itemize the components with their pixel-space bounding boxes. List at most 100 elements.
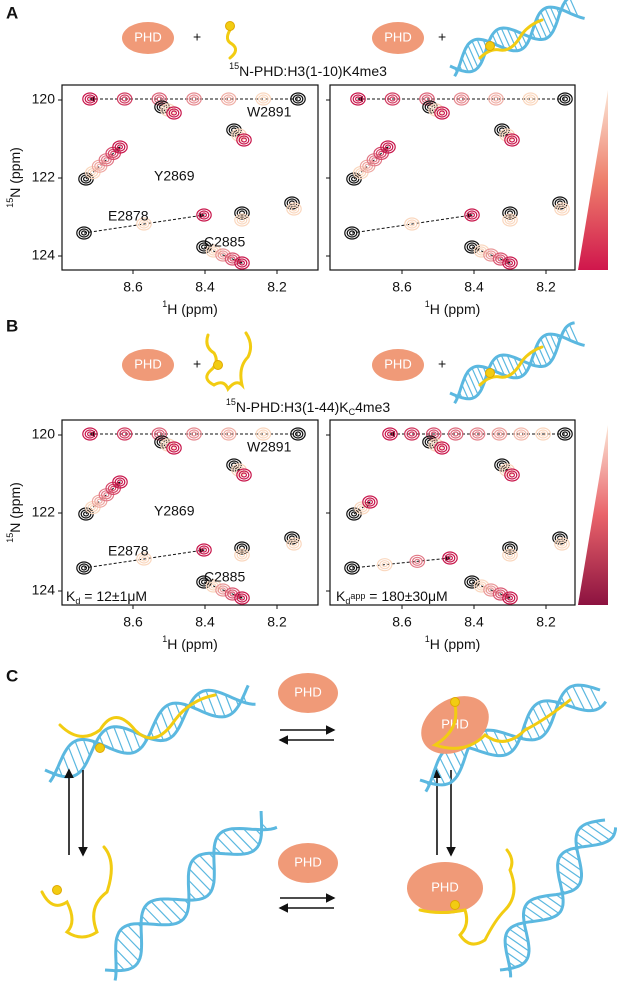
dna-rung: [506, 28, 518, 51]
dna-rung: [476, 366, 485, 383]
x-axis-label-part: 1: [425, 634, 430, 644]
x-tick-label: 8.2: [536, 614, 556, 630]
peak-contour: [236, 468, 252, 482]
peak-contour: [404, 427, 420, 441]
peak-contour: [234, 213, 250, 227]
peak-contour: [507, 545, 514, 551]
x-axis-label-part: 1: [162, 634, 167, 644]
peak-contour: [502, 256, 518, 270]
dna-rung: [171, 898, 187, 915]
peak-contour: [166, 441, 182, 455]
peak-contour: [488, 587, 495, 593]
x-axis-label-part: 1: [162, 299, 167, 309]
dna-rung: [160, 711, 172, 738]
dna-rung: [464, 377, 475, 399]
peak-contour: [385, 144, 392, 150]
dna-rung: [579, 827, 603, 844]
shift-arrow: [85, 481, 121, 515]
peak-contour: [201, 212, 208, 218]
dna-rung: [576, 833, 594, 846]
peak-contour: [513, 427, 530, 441]
plus: +: [438, 29, 446, 45]
dna-rung: [122, 727, 134, 754]
dna-rung: [544, 8, 555, 30]
panel-title-part: 4me3: [355, 399, 390, 415]
peak-contour: [201, 547, 208, 553]
peak-contour: [80, 565, 87, 571]
methyl-lysine: [485, 368, 495, 378]
peak-contour: [223, 429, 235, 439]
y-tick-label: 124: [32, 582, 56, 598]
peak-contour: [408, 431, 415, 437]
dna-rung: [216, 837, 234, 855]
peak-contour: [288, 539, 300, 549]
peak-contour: [236, 258, 248, 268]
dna-rung: [113, 726, 125, 754]
peak-contour: [234, 541, 250, 555]
peak-contour: [234, 256, 250, 270]
y-axis-label: 15N (ppm): [5, 482, 22, 543]
peak-contour: [82, 176, 89, 182]
peak-contour: [371, 157, 378, 163]
dna-strand: [419, 683, 601, 787]
peak-contour: [186, 427, 202, 441]
peak-contour: [241, 137, 248, 143]
peak-contour: [96, 498, 103, 504]
peak-contour: [509, 137, 516, 143]
peak-contour: [229, 256, 236, 262]
peptide: [40, 845, 113, 939]
peak-contour: [121, 431, 128, 437]
peak-contour: [156, 102, 168, 112]
peak-contour: [210, 248, 217, 254]
peak-contour: [504, 543, 516, 553]
peak-contour: [225, 431, 232, 437]
dna-rung: [467, 44, 479, 68]
peak-contour: [387, 94, 398, 104]
peak-contour: [191, 96, 198, 102]
peak-contour: [239, 260, 246, 266]
dna-strand: [499, 818, 606, 972]
peak-contour: [535, 427, 551, 441]
peak-contour: [434, 106, 450, 120]
peak-contour: [558, 206, 565, 212]
peak-contour: [554, 537, 570, 551]
dna-rung: [524, 724, 533, 741]
peak-contour: [168, 443, 180, 453]
plus: +: [193, 356, 201, 372]
peak-contour: [380, 140, 396, 154]
peak-contour: [119, 94, 131, 104]
peak-contour: [136, 552, 152, 566]
peptide: [225, 28, 237, 60]
peak-contour: [352, 94, 364, 104]
peak-contour: [504, 133, 520, 147]
shift-arrow: [83, 212, 205, 234]
shift-arrow: [351, 212, 473, 234]
peak-contour: [376, 558, 393, 572]
peak-contour: [119, 429, 131, 439]
dna-rung: [222, 831, 245, 855]
methyl-lysine: [450, 900, 460, 910]
peak-contour: [234, 206, 250, 220]
peak-contour: [151, 427, 168, 441]
dna-strand: [48, 684, 250, 783]
methyl-lysine: [52, 885, 62, 895]
dna-rung: [127, 924, 142, 941]
dna-rung: [536, 897, 560, 914]
peak-contour: [84, 94, 96, 104]
peak-contour: [100, 490, 112, 500]
peak-contour: [162, 105, 174, 115]
residue-label: E2878: [108, 208, 149, 224]
phd-label: PHD: [294, 684, 321, 699]
methyl-lysine: [450, 697, 460, 707]
peak-contour: [436, 108, 448, 118]
peak-contour: [557, 92, 573, 106]
x-tick-label: 8.6: [123, 279, 143, 295]
phd-label: PHD: [431, 879, 458, 894]
plus: +: [438, 356, 446, 372]
y-tick-label: 120: [32, 91, 56, 107]
peak-contour: [351, 511, 358, 517]
kd-label-part: K: [336, 588, 346, 604]
dna-rung: [188, 868, 212, 892]
peak-contour: [138, 554, 150, 564]
peak-contour: [453, 92, 470, 106]
